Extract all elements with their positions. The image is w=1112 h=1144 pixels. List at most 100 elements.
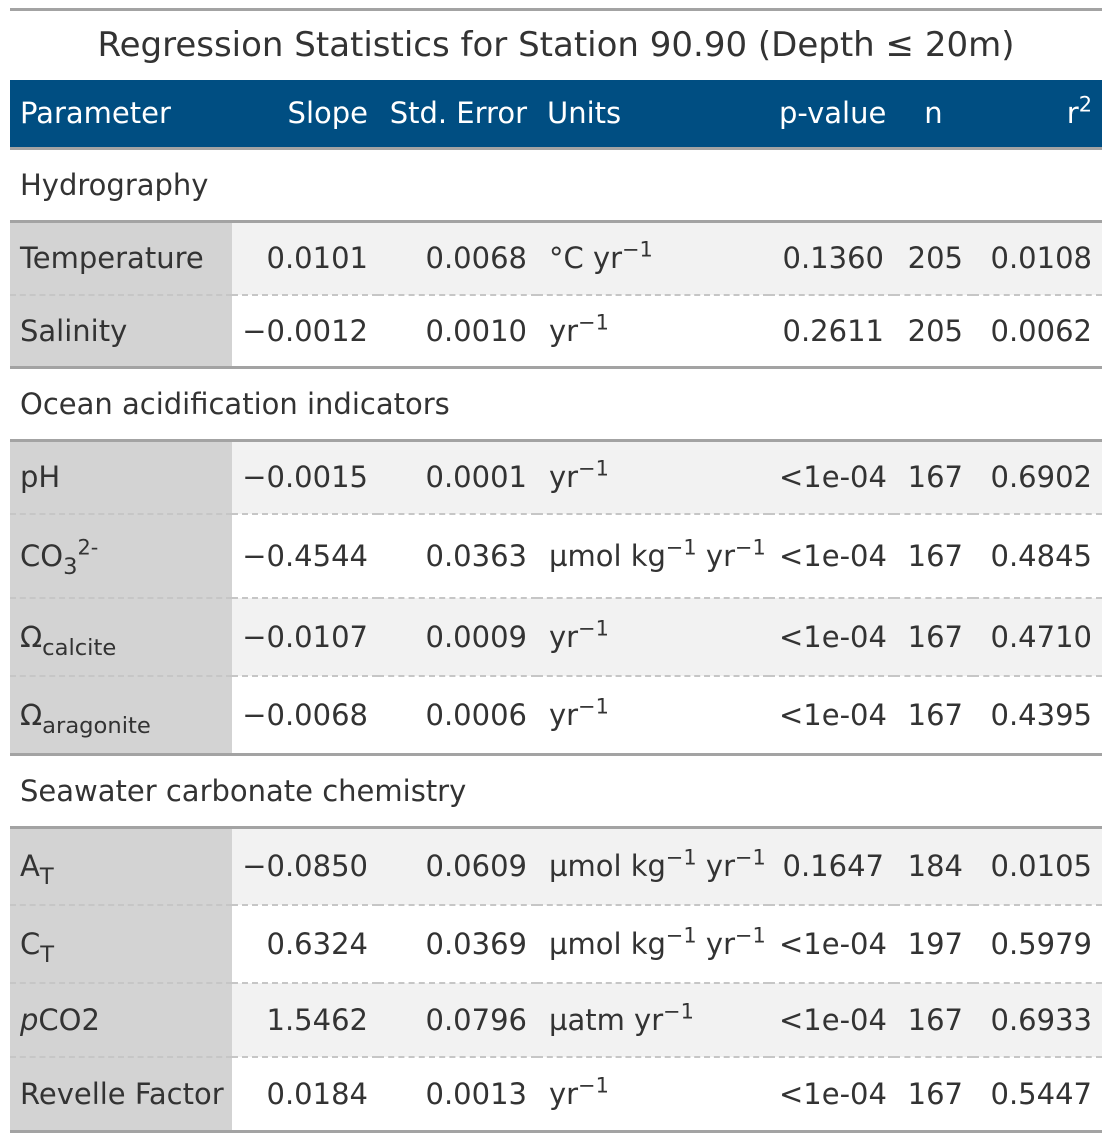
n-cell: 167 <box>894 1057 973 1133</box>
unit-exponent: −1 <box>735 845 766 870</box>
table-row: pH −0.0015 0.0001 yr−1 <1e-04 167 0.6902 <box>10 440 1102 515</box>
parameter-name: Ω <box>20 697 43 732</box>
unit-text: µatm yr <box>549 1003 664 1037</box>
p-value-cell: 0.2611 <box>769 295 894 369</box>
std-error-cell: 0.0369 <box>378 905 537 984</box>
unit-text: yr <box>549 697 579 732</box>
parameter-name: Temperature <box>20 241 204 276</box>
n-cell: 197 <box>894 905 973 984</box>
group-row: Hydrography <box>10 148 1102 223</box>
units-cell: °C yr−1 <box>537 221 769 296</box>
table-row: Ωcalcite −0.0107 0.0009 yr−1 <1e-04 167 0.4710 <box>10 598 1102 677</box>
std-error-cell: 0.0006 <box>378 676 537 756</box>
units-cell: yr−1 <box>537 440 769 515</box>
n-cell: 167 <box>894 983 973 1058</box>
r2-cell: 0.6933 <box>973 983 1102 1058</box>
unit-exponent: −1 <box>578 456 609 481</box>
parameter-cell: Ωaragonite <box>10 676 232 756</box>
parameter-cell: pCO2 <box>10 983 232 1058</box>
slope-cell: −0.0107 <box>232 598 378 677</box>
n-cell: 167 <box>894 440 973 515</box>
table-row: pCO2 1.5462 0.0796 µatm yr−1 <1e-04 167 0.6933 <box>10 983 1102 1058</box>
unit-exponent: −1 <box>665 845 697 870</box>
parameter-subscript: aragonite <box>42 712 151 739</box>
unit-text: yr <box>549 313 579 348</box>
unit-text: yr <box>549 1076 579 1111</box>
slope-cell: 0.6324 <box>232 905 378 984</box>
unit-text: °C yr <box>549 241 623 276</box>
parameter-name: CO2 <box>38 1003 100 1037</box>
n-cell: 167 <box>894 514 973 599</box>
slope-cell: 0.0101 <box>232 221 378 296</box>
n-cell: 205 <box>894 295 973 369</box>
parameter-cell: Temperature <box>10 221 232 296</box>
group-label: Seawater carbonate chemistry <box>10 754 1102 829</box>
table-row: Temperature 0.0101 0.0068 °C yr−1 0.1360 205 0… <box>10 221 1102 296</box>
parameter-subscript: 3 <box>63 553 78 580</box>
r2-cell: 0.0105 <box>973 827 1102 906</box>
n-cell: 167 <box>894 676 973 756</box>
unit-exponent: −1 <box>578 694 609 719</box>
units-cell: µmol kg−1 yr−1 <box>537 827 769 906</box>
p-value-cell: <1e-04 <box>769 676 894 756</box>
unit-exponent: −1 <box>665 923 697 948</box>
unit-exponent: −1 <box>735 535 766 560</box>
unit-text: yr <box>705 927 736 961</box>
p-value-cell: <1e-04 <box>769 1057 894 1133</box>
parameter-cell: Salinity <box>10 295 232 369</box>
slope-cell: 1.5462 <box>232 983 378 1058</box>
parameter-subscript: T <box>39 864 54 891</box>
r2-exponent: 2 <box>1078 92 1092 117</box>
p-value-cell: 0.1647 <box>769 827 894 906</box>
col-header-r2: r2 <box>973 80 1102 148</box>
units-cell: yr−1 <box>537 676 769 756</box>
r2-cell: 0.0062 <box>973 295 1102 369</box>
p-value-cell: <1e-04 <box>769 440 894 515</box>
table-row: CO32- −0.4544 0.0363 µmol kg−1 yr−1 <1e-04 16… <box>10 514 1102 599</box>
units-cell: µmol kg−1 yr−1 <box>537 514 769 599</box>
slope-cell: −0.4544 <box>232 514 378 599</box>
parameter-name: Salinity <box>20 313 128 348</box>
units-cell: µatm yr−1 <box>537 983 769 1058</box>
header-row: Parameter Slope Std. Error Units p-value… <box>10 80 1102 148</box>
unit-text: µmol kg <box>549 539 666 573</box>
group-label: Hydrography <box>10 148 1102 223</box>
top-rule <box>10 8 1102 11</box>
parameter-cell: CT <box>10 905 232 984</box>
r2-cell: 0.4845 <box>973 514 1102 599</box>
table-row: AT −0.0850 0.0609 µmol kg−1 yr−1 0.1647 184 0.… <box>10 827 1102 906</box>
slope-cell: −0.0068 <box>232 676 378 756</box>
table-title: Regression Statistics for Station 90.90 … <box>97 25 1015 65</box>
parameter-name: pH <box>20 460 61 495</box>
col-header-p-value: p-value <box>779 96 887 131</box>
r2-cell: 0.4710 <box>973 598 1102 677</box>
parameter-italic-prefix: p <box>20 1003 39 1037</box>
std-error-cell: 0.0013 <box>378 1057 537 1133</box>
std-error-cell: 0.0009 <box>378 598 537 677</box>
p-value-cell: <1e-04 <box>769 983 894 1058</box>
unit-exponent: −1 <box>735 923 766 948</box>
parameter-name: Revelle Factor <box>20 1076 224 1111</box>
col-header-units: Units <box>547 96 622 131</box>
parameter-cell: CO32- <box>10 514 232 599</box>
unit-text: yr <box>705 539 736 573</box>
slope-cell: −0.0015 <box>232 440 378 515</box>
unit-text: yr <box>549 620 579 654</box>
table-row: Revelle Factor 0.0184 0.0013 yr−1 <1e-04 167 0… <box>10 1057 1102 1133</box>
parameter-superscript: 2- <box>77 535 99 560</box>
unit-exponent: −1 <box>665 535 697 560</box>
r2-base: r <box>1066 96 1079 131</box>
parameter-cell: pH <box>10 440 232 515</box>
unit-exponent: −1 <box>578 1073 609 1098</box>
parameter-cell: Revelle Factor <box>10 1057 232 1133</box>
parameter-subscript: T <box>40 941 55 968</box>
unit-exponent: −1 <box>622 237 653 262</box>
parameter-cell: Ωcalcite <box>10 598 232 677</box>
table-row: CT 0.6324 0.0369 µmol kg−1 yr−1 <1e-04 197 0.5… <box>10 905 1102 984</box>
p-value-cell: <1e-04 <box>769 514 894 599</box>
group-label: Ocean acidification indicators <box>10 367 1102 442</box>
col-header-parameter: Parameter <box>20 96 171 131</box>
std-error-cell: 0.0001 <box>378 440 537 515</box>
std-error-cell: 0.0609 <box>378 827 537 906</box>
parameter-name: C <box>20 927 41 961</box>
